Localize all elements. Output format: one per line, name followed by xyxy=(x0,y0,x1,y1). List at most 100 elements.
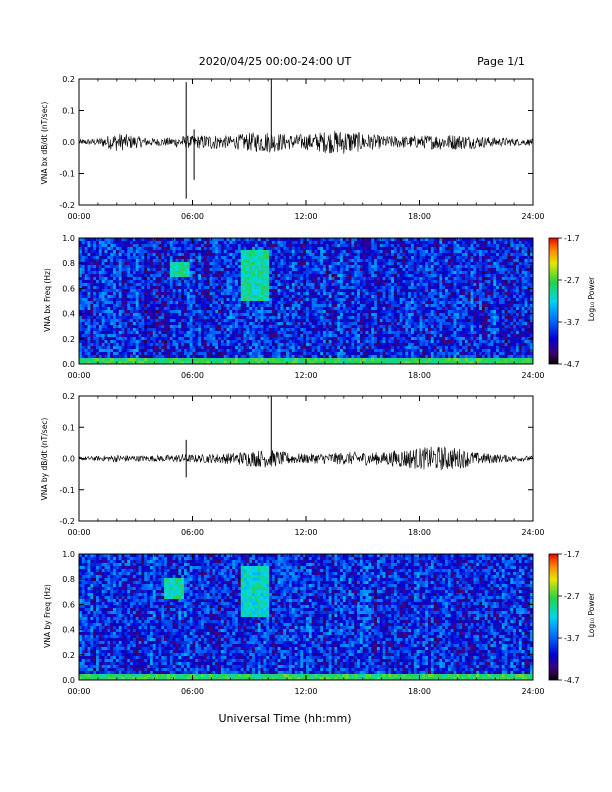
spectrogram-cell xyxy=(291,268,295,272)
spectrogram-cell xyxy=(203,250,207,254)
spectrogram-cell xyxy=(172,286,176,290)
spectrogram-cell xyxy=(277,283,281,287)
spectrogram-cell xyxy=(342,244,347,248)
spectrogram-cell xyxy=(345,307,349,311)
spectrogram-cell xyxy=(368,307,372,311)
spectrogram-cell xyxy=(359,241,364,245)
spectrogram-cell xyxy=(172,346,176,350)
spectrogram-cell xyxy=(189,355,193,359)
spectrogram-cell xyxy=(342,310,347,314)
spectrogram-cell xyxy=(152,352,156,356)
spectrogram-cell xyxy=(254,307,259,311)
spectrogram-cell xyxy=(297,250,301,254)
spectrogram-cell xyxy=(286,325,290,329)
spectrogram-cell xyxy=(172,325,176,329)
spectrogram-cell xyxy=(342,316,347,320)
spectrogram-cell xyxy=(104,274,108,278)
spectrogram-cell xyxy=(226,343,230,347)
spectrogram-cell xyxy=(359,343,364,347)
spectrogram-cell xyxy=(152,346,156,350)
spectrogram-cell xyxy=(342,262,347,266)
spectrogram-cell xyxy=(393,349,398,353)
spectrogram-cell xyxy=(308,289,312,293)
spectrogram-cell xyxy=(291,337,295,341)
spectrogram-cell xyxy=(388,349,392,353)
spectrogram-cell xyxy=(130,334,134,338)
spectrogram-cell xyxy=(280,337,284,341)
spectrogram-cell xyxy=(223,352,227,356)
spectrogram-cell xyxy=(121,277,125,281)
spectrogram-cell xyxy=(232,358,236,362)
spectrogram-cell xyxy=(101,289,105,293)
spectrogram-cell xyxy=(118,319,122,323)
spectrogram-cell xyxy=(135,298,139,302)
spectrogram-cell xyxy=(365,325,369,329)
spectrogram-cell xyxy=(291,328,295,332)
spectrogram-cell xyxy=(274,244,278,248)
spectrogram-cell xyxy=(357,250,361,254)
spectrogram-cell xyxy=(362,292,366,296)
spectrogram-cell xyxy=(359,247,364,251)
spectrogram-cell xyxy=(158,310,162,314)
spectrogram-cell xyxy=(410,268,415,272)
spectrogram-cell xyxy=(195,295,199,299)
spectrogram-cell xyxy=(229,256,233,260)
spectrogram-cell xyxy=(314,349,318,353)
spectrogram-cell xyxy=(348,271,352,275)
spectrogram-cell xyxy=(379,337,383,341)
spectrogram-cell xyxy=(328,331,332,335)
spectrogram-cell xyxy=(325,343,329,347)
spectrogram-cell xyxy=(186,334,190,338)
spectrogram-cell xyxy=(294,241,298,245)
spectrogram-cell xyxy=(84,271,88,275)
spectrogram-cell xyxy=(152,331,156,335)
spectrogram-cell xyxy=(359,250,364,254)
spectrogram-cell xyxy=(149,244,154,248)
spectrogram-cell xyxy=(206,307,210,311)
spectrogram-cell xyxy=(175,334,179,338)
spectrogram-cell xyxy=(348,262,352,266)
spectrogram-cell xyxy=(155,259,159,263)
spectrogram-cell xyxy=(337,301,341,305)
spectrogram-cell xyxy=(220,355,225,359)
spectrogram-cell xyxy=(283,247,287,251)
spectrogram-cell xyxy=(147,277,151,281)
spectrogram-cell xyxy=(362,358,366,362)
spectrogram-cell xyxy=(164,268,168,272)
spectrogram-cell xyxy=(257,319,261,323)
spectrogram-cell xyxy=(359,238,364,242)
spectrogram-cell xyxy=(274,238,278,242)
spectrogram-cell xyxy=(166,238,171,242)
spectrogram-cell xyxy=(254,358,259,362)
spectrogram-cell xyxy=(220,349,225,353)
spectrogram-cell xyxy=(342,349,347,353)
spectrogram-cell xyxy=(252,358,256,362)
spectrogram-cell xyxy=(283,259,287,263)
spectrogram-cell xyxy=(359,319,364,323)
spectrogram-cell xyxy=(303,280,307,284)
spectrogram-cell xyxy=(215,295,219,299)
spectrogram-cell xyxy=(175,316,179,320)
spectrogram-cell xyxy=(198,304,202,308)
spectrogram-cell xyxy=(232,241,236,245)
spectrogram-cell xyxy=(155,319,159,323)
spectrogram-cell xyxy=(399,307,403,311)
spectrogram-cell xyxy=(172,355,176,359)
spectrogram-cell xyxy=(283,241,287,245)
spectrogram-cell xyxy=(345,286,349,290)
spectrogram-cell xyxy=(357,343,361,347)
spectrogram-cell xyxy=(362,241,366,245)
spectrogram-cell xyxy=(249,298,253,302)
spectrogram-cell xyxy=(294,265,298,269)
spectrogram-cell xyxy=(345,346,349,350)
spectrogram-cell xyxy=(320,334,324,338)
spectrogram-cell xyxy=(166,289,171,293)
spectrogram-cell xyxy=(141,313,145,317)
spectrogram-cell xyxy=(399,352,403,356)
spectrogram-cell xyxy=(323,256,327,260)
spectrogram-cell xyxy=(186,253,190,257)
spectrogram-cell xyxy=(300,283,304,287)
spectrogram-cell xyxy=(408,265,412,269)
spectrogram-cell xyxy=(104,316,108,320)
spectrogram-cell xyxy=(178,292,182,296)
